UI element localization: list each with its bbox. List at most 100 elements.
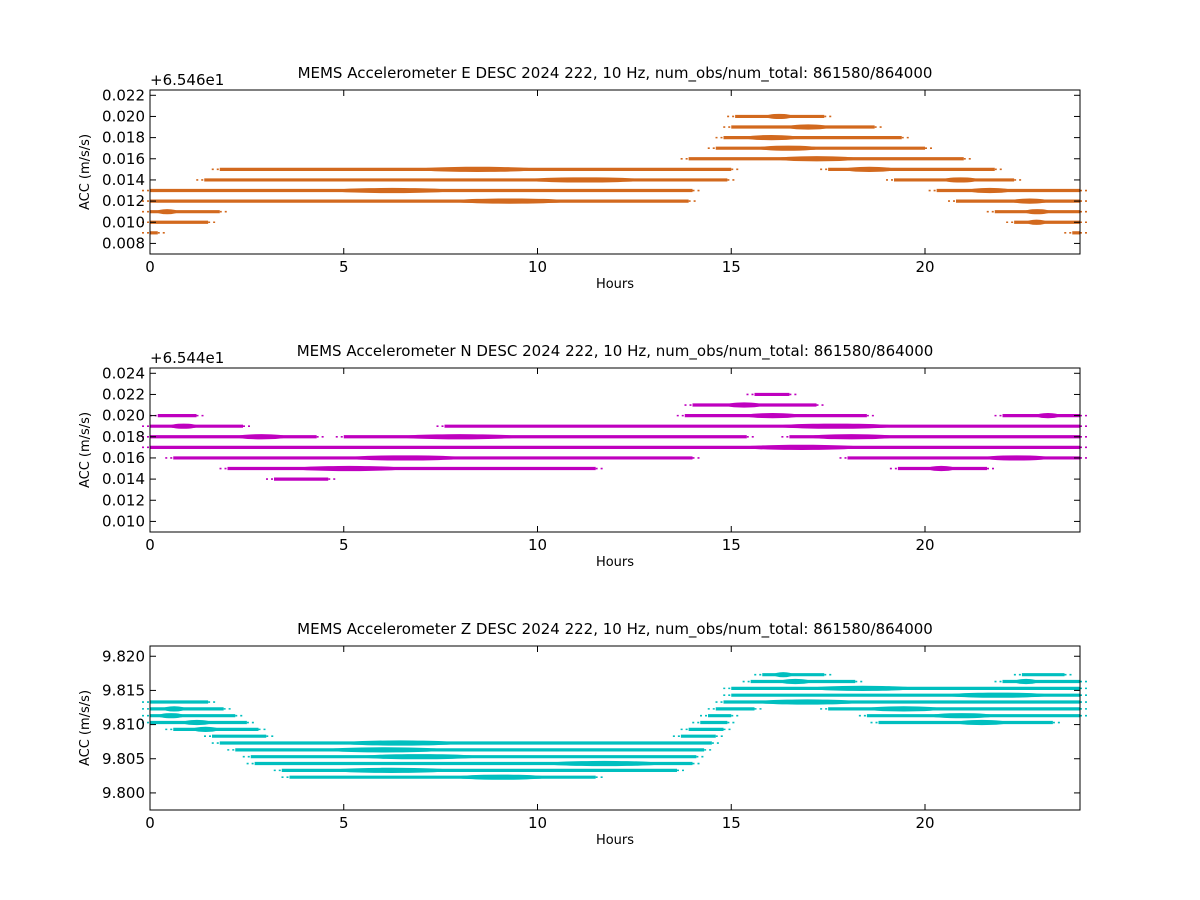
n-band-6-segment-0-bulge [345,455,466,461]
z-band-14-segment-0-bulge [332,767,451,773]
e-band-8-segment-0-bulge [450,198,571,204]
z-band-0-segment-0-bulge [773,672,793,678]
e-y-tick-label-4: 0.016 [102,150,145,168]
e-offset-label: +6.546e1 [150,71,224,89]
n-band-4-segment-1-bulge [399,434,520,440]
e-y-tick-label-2: 0.012 [102,192,145,210]
z-band-4-segment-1-bulge [753,699,861,705]
z-y-axis-label: ACC (m/s/s) [78,690,93,766]
e-band-7-segment-1-bulge [968,187,1012,194]
n-axes-frame [149,367,1081,533]
n-x-tick-label-0: 0 [145,536,155,554]
e-band-10-segment-1-bulge [1026,219,1047,225]
z-band-1-segment-0-bulge [779,678,812,685]
e-y-tick-label-6: 0.020 [102,107,145,125]
e-chart-title: MEMS Accelerometer E DESC 2024 222, 10 H… [298,64,933,83]
e-band-8-segment-1-bulge [1011,198,1049,204]
e-band-9-segment-0-bulge [156,209,178,215]
e-band-1-segment-0-bulge [786,124,830,130]
e-y-tick-label-5: 0.018 [102,129,145,147]
z-data-series [142,672,1088,780]
z-x-tick-label-2: 10 [528,814,547,832]
e-band-5-segment-1-bulge [844,166,895,172]
n-band-3-segment-1-bulge [775,423,896,429]
n-y-tick-label-6: 0.022 [102,385,145,403]
e-x-tick-label-3: 15 [722,258,741,276]
z-band-15-segment-0-bulge [455,774,548,780]
e-band-6-segment-0-bulge [524,177,645,183]
z-x-tick-label-1: 5 [339,814,349,832]
e-axes-frame [149,89,1081,255]
n-band-7-segment-0-bulge [293,465,405,472]
e-y-axis-label: ACC (m/s/s) [78,134,93,210]
e-y-tick-label-3: 0.014 [102,171,145,189]
n-band-2-segment-2-bulge [1036,413,1060,419]
n-band-4-segment-2-bulge [807,434,896,440]
e-y-axis: 0.008 0.010 0.012 0.014 0.016 0.018 0.020 0.022… [78,86,1080,252]
z-band-11-segment-0-bulge [324,747,445,753]
n-x-tick-label-4: 20 [915,536,934,554]
z-axes-frame [149,645,1081,811]
z-x-tick-label-0: 0 [145,814,155,832]
n-y-tick-label-3: 0.016 [102,449,145,467]
z-y-tick-label-0: 9.800 [102,784,145,802]
z-band-1-segment-1-bulge [1014,678,1038,685]
n-panel: 0 5 10 15 20Hours0.0100.0120.0140.0160.0180.… [78,342,1088,570]
e-band-9-segment-1-bulge [1024,209,1051,215]
n-y-tick-label-0: 0.010 [102,512,145,530]
n-band-3-segment-0-bulge [169,423,198,429]
e-panel: 0 5 10 15 20Hours0.0080.0100.0120.0140.0160.… [78,64,1088,292]
z-band-5-segment-2-bulge [865,706,942,712]
e-x-axis-label: Hours [596,277,634,292]
panels: 0 5 10 15 20Hours0.0080.0100.0120.0140.0160.… [78,64,1088,848]
n-band-6-segment-1-bulge [981,455,1052,461]
z-band-3-segment-0-bulge [945,692,1051,698]
e-x-tick-label-4: 20 [915,258,934,276]
z-x-axis: 0 5 10 15 20 Hours [145,646,935,848]
z-y-tick-label-1: 9.805 [102,750,145,768]
e-band-4-segment-0-bulge [775,156,859,162]
z-band-13-segment-0-bulge [544,760,665,767]
e-x-tick-label-1: 5 [339,258,349,276]
e-band-2-segment-0-bulge [744,135,799,141]
e-x-tick-label-0: 0 [145,258,155,276]
n-x-tick-label-1: 5 [339,536,349,554]
n-chart-title: MEMS Accelerometer N DESC 2024 222, 10 H… [297,342,934,361]
e-data-series [142,113,1088,235]
z-band-12-segment-0-bulge [359,754,480,760]
n-y-tick-label-5: 0.020 [102,407,145,425]
z-y-tick-label-2: 9.810 [102,716,145,734]
z-x-tick-label-4: 20 [915,814,934,832]
n-band-7-segment-1-bulge [927,465,955,472]
n-y-axis: 0.010 0.012 0.014 0.016 0.018 0.020 0.022 0.024… [78,364,1080,530]
z-band-2-segment-0-bulge [810,685,915,691]
n-band-1-segment-0-bulge [725,402,763,408]
z-y-tick-label-4: 9.820 [102,647,145,665]
n-offset-label: +6.544e1 [150,349,224,367]
z-chart-title: MEMS Accelerometer Z DESC 2024 222, 10 H… [297,620,933,639]
n-band-2-segment-1-bulge [745,413,800,419]
e-band-6-segment-1-bulge [942,177,979,183]
e-y-tick-label-7: 0.022 [102,86,145,104]
n-band-4-segment-0-bulge [236,434,287,440]
e-y-tick-label-0: 0.008 [102,234,145,252]
z-band-7-segment-2-bulge [955,719,1008,726]
z-band-6-segment-2-bulge [930,713,995,719]
z-y-tick-label-3: 9.815 [102,681,145,699]
n-y-axis-label: ACC (m/s/s) [78,412,93,488]
n-y-tick-label-7: 0.024 [102,364,145,382]
n-data-series [142,392,1088,481]
z-band-7-segment-0-bulge [182,719,212,726]
n-x-axis: 0 5 10 15 20 Hours [145,368,935,570]
e-y-tick-label-1: 0.010 [102,213,145,231]
e-band-3-segment-0-bulge [756,145,820,151]
e-band-0-segment-0-bulge [765,113,793,120]
e-x-axis: 0 5 10 15 20 Hours [145,90,935,292]
z-band-6-segment-0-bulge [158,713,184,719]
n-y-tick-label-1: 0.012 [102,491,145,509]
z-x-tick-label-3: 15 [722,814,741,832]
n-x-tick-label-3: 15 [722,536,741,554]
z-panel: 0 5 10 15 20 Hours 9.800 9.805 9.810 9.815 9.820 AC… [78,620,1088,848]
e-band-7-segment-0-bulge [332,187,453,194]
